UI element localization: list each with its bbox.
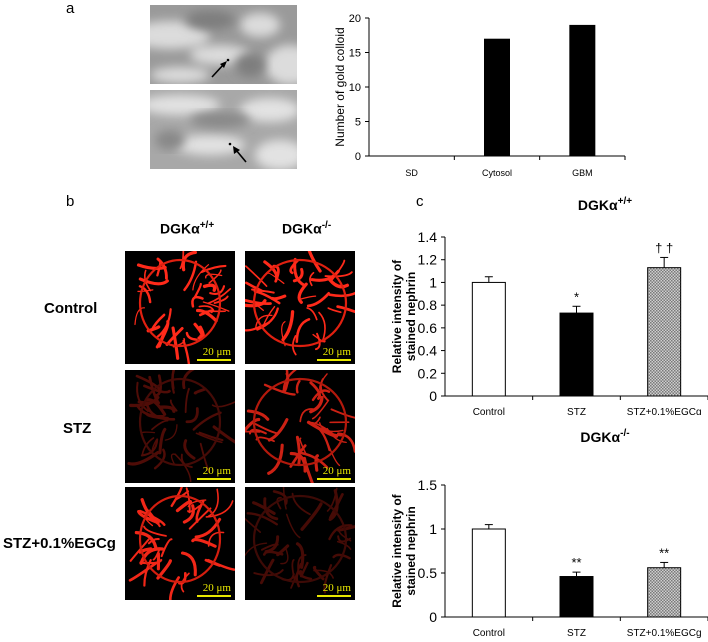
panel-letter-b: b xyxy=(66,193,75,210)
bar-cytosol xyxy=(484,38,510,157)
bar xyxy=(471,528,506,618)
confocal-image-stz-egcg-wt: 20 μm xyxy=(125,487,235,600)
significance-mark: * xyxy=(574,289,579,304)
y-axis-label: Number of gold colloid xyxy=(333,27,347,146)
confocal-image-stz-wt: 20 μm xyxy=(125,370,235,483)
y-tick-label: 0 xyxy=(429,609,437,625)
scale-bar-label: 20 μm xyxy=(202,582,231,594)
scale-bar xyxy=(317,595,351,597)
chart-title: DGKα+/+ xyxy=(578,196,632,213)
y-tick-label: 15 xyxy=(349,48,361,60)
y-tick-label: 0.8 xyxy=(418,297,438,313)
nephrin-wt-chart: DGKα+/+ 0 0.2 0.4 0.6 0.8 1 1.2 1.4 Control * STZ † … xyxy=(390,196,708,415)
y-tick-label: 1.2 xyxy=(418,252,438,268)
confocal-image-stz-ko: 20 μm xyxy=(245,370,355,483)
y-axis-label: Relative intensity of xyxy=(390,493,404,607)
bar-gbm xyxy=(569,24,596,157)
y-tick-label: 20 xyxy=(349,13,361,25)
bar xyxy=(559,312,594,397)
confocal-image-control-ko: 20 μm xyxy=(245,251,355,364)
scale-bar xyxy=(317,478,351,480)
x-tick-label: SD xyxy=(405,168,418,178)
micrograph-top xyxy=(150,5,297,84)
bar xyxy=(471,281,506,397)
scale-bar xyxy=(197,595,231,597)
y-tick-label: 0.2 xyxy=(418,365,438,381)
column-header-ko: DGKα-/- xyxy=(282,220,332,237)
chart-title: DGKα-/- xyxy=(580,428,629,445)
x-tick-label: Control xyxy=(473,407,505,415)
row-label-control: Control xyxy=(44,300,98,317)
y-axis-label: stained nephrin xyxy=(404,272,418,361)
y-tick-label: 1.4 xyxy=(418,229,438,245)
significance-mark: ** xyxy=(659,545,669,560)
x-tick-label: STZ+0.1%EGCg xyxy=(627,628,702,639)
gold-colloid-chart: 0 5 10 15 20 SD Cytosol GBM Number of gold collo… xyxy=(333,13,626,178)
scale-bar-label: 20 μm xyxy=(202,465,231,477)
scale-bar xyxy=(317,359,351,361)
x-tick-label: STZ xyxy=(567,407,586,415)
row-label-stz-egcg: STZ+0.1%EGCg xyxy=(3,535,116,552)
scale-bar xyxy=(197,359,231,361)
y-tick-label: 0 xyxy=(429,388,437,404)
panel-letter-a: a xyxy=(66,0,75,17)
x-tick-label: GBM xyxy=(572,168,593,178)
y-tick-label: 1 xyxy=(429,274,437,290)
significance-mark: † † xyxy=(655,240,673,255)
column-header-wt: DGKα+/+ xyxy=(160,220,215,237)
scale-bar-label: 20 μm xyxy=(322,346,351,358)
micrograph-bottom xyxy=(150,90,297,169)
scale-bar-label: 20 μm xyxy=(322,465,351,477)
x-tick-label: Cytosol xyxy=(482,168,512,178)
y-tick-label: 10 xyxy=(349,82,361,94)
y-axis-label: Relative intensity of xyxy=(390,259,404,373)
significance-mark: ** xyxy=(571,555,581,570)
y-tick-label: 0.6 xyxy=(418,320,438,336)
x-tick-label: STZ+0.1%EGCg xyxy=(627,407,702,415)
bar xyxy=(647,267,682,397)
scale-bar-label: 20 μm xyxy=(202,346,231,358)
panel-letter-c: c xyxy=(416,193,424,210)
y-tick-label: 0.4 xyxy=(418,343,438,359)
nephrin-ko-chart: DGKα-/- 0 0.5 1 1.5 Control ** STZ ** STZ+0.1%EGC… xyxy=(390,428,708,639)
y-tick-label: 0 xyxy=(355,151,361,163)
confocal-image-stz-egcg-ko: 20 μm xyxy=(245,487,355,600)
x-tick-label: STZ xyxy=(567,628,586,639)
y-tick-label: 1 xyxy=(429,521,437,537)
x-tick-label: Control xyxy=(473,628,505,639)
scale-bar-label: 20 μm xyxy=(322,582,351,594)
y-tick-label: 1.5 xyxy=(418,477,438,493)
y-tick-label: 5 xyxy=(355,117,361,129)
y-tick-label: 0.5 xyxy=(418,565,438,581)
confocal-image-control-wt: 20 μm xyxy=(125,251,235,364)
row-label-stz: STZ xyxy=(63,420,92,437)
bar xyxy=(559,576,594,618)
y-axis-label: stained nephrin xyxy=(404,506,418,595)
bar xyxy=(647,567,682,618)
scale-bar xyxy=(197,478,231,480)
